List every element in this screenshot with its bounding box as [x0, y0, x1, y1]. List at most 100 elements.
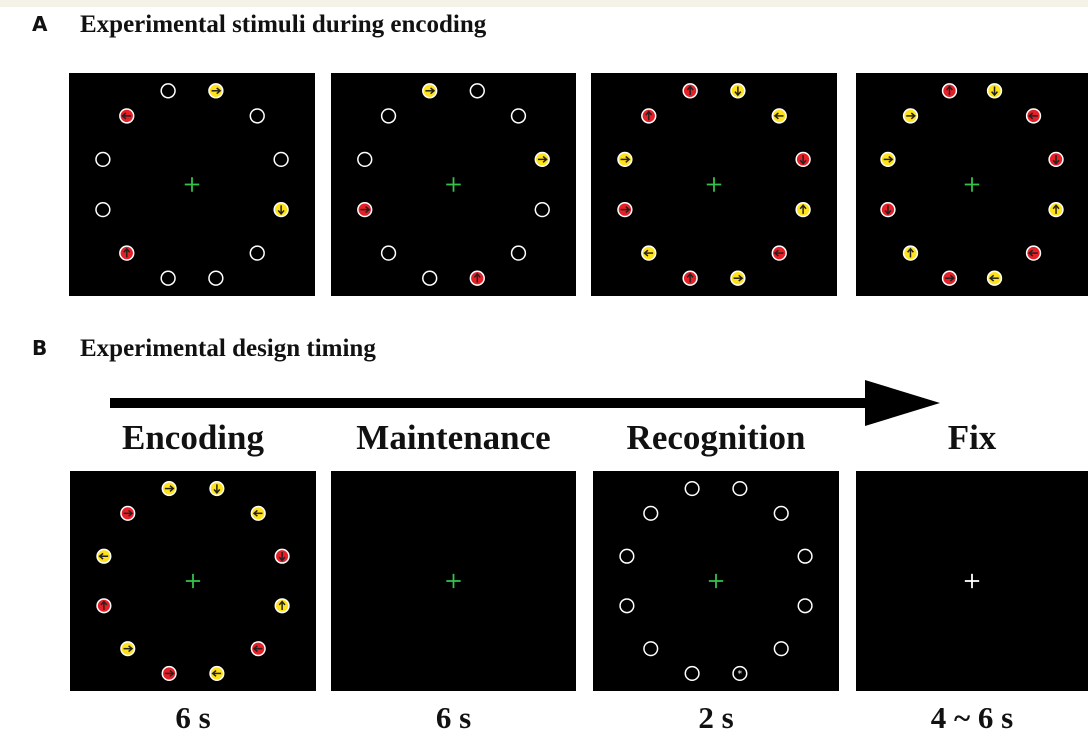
- empty-circle-icon: [510, 108, 527, 124]
- stage-recognition-label: Recognition: [626, 418, 806, 457]
- empty-circle-icon: [249, 245, 265, 261]
- panel-b-label: B: [32, 336, 48, 360]
- red-arrow-circle-icon: [96, 598, 112, 614]
- fix-duration: 4 ~ 6 s: [930, 700, 1014, 735]
- red-arrow-circle-icon: [682, 83, 698, 99]
- red-arrow-circle-icon: [357, 201, 373, 218]
- yellow-arrow-circle-icon: [209, 480, 225, 497]
- yellow-arrow-circle-icon: [902, 245, 919, 261]
- empty-circle-icon: [380, 108, 397, 124]
- probe-star-circle-icon: *: [732, 665, 748, 682]
- red-arrow-circle-icon: [250, 641, 266, 657]
- empty-circle-icon: [684, 665, 700, 682]
- empty-circle-icon: [773, 641, 789, 657]
- red-arrow-circle-icon: [641, 108, 657, 124]
- fixation-cross-icon: [708, 573, 724, 589]
- encoding-stimulus-frame-2: [331, 73, 576, 296]
- yellow-arrow-circle-icon: [902, 108, 919, 124]
- yellow-arrow-circle-icon: [273, 201, 289, 218]
- red-arrow-circle-icon: [941, 83, 958, 99]
- yellow-arrow-circle-icon: [986, 83, 1003, 99]
- fixation-cross-icon: [964, 177, 980, 192]
- yellow-arrow-circle-icon: [730, 270, 746, 286]
- top-strip: [0, 0, 1088, 7]
- empty-circle-icon: [773, 505, 789, 521]
- yellow-arrow-circle-icon: [161, 480, 177, 497]
- timeline-arrow-head: [865, 380, 940, 426]
- red-arrow-circle-icon: [1025, 245, 1042, 261]
- empty-circle-icon: [684, 480, 700, 497]
- encoding-duration: 6 s: [175, 700, 211, 735]
- yellow-arrow-circle-icon: [209, 665, 225, 682]
- svg-text:*: *: [738, 670, 743, 680]
- panel-b-title: Experimental design timing: [80, 335, 376, 362]
- fixation-cross-icon: [964, 573, 980, 589]
- empty-circle-icon: [534, 201, 550, 218]
- empty-circle-icon: [643, 641, 659, 657]
- empty-circle-icon: [797, 548, 813, 564]
- encoding-stimulus-frame-1: [69, 73, 315, 296]
- fixation-cross-icon: [446, 573, 461, 589]
- yellow-arrow-circle-icon: [534, 151, 550, 168]
- empty-circle-icon: [208, 270, 224, 286]
- empty-circle-icon: [357, 151, 373, 168]
- empty-circle-icon: [95, 201, 111, 218]
- empty-circle-icon: [95, 151, 111, 168]
- yellow-arrow-circle-icon: [274, 598, 290, 614]
- yellow-arrow-circle-icon: [96, 548, 112, 564]
- empty-circle-icon: [797, 598, 813, 614]
- timeline-arrow: [110, 380, 940, 426]
- red-arrow-circle-icon: [941, 270, 958, 286]
- yellow-arrow-circle-icon: [208, 83, 224, 99]
- stage-fix-label: Fix: [947, 418, 997, 457]
- red-arrow-circle-icon: [880, 201, 896, 218]
- empty-circle-icon: [510, 245, 527, 261]
- fixation-cross-icon: [706, 177, 722, 192]
- red-arrow-circle-icon: [1025, 108, 1042, 124]
- fixation-cross-icon: [446, 177, 461, 192]
- maintenance-frame: [331, 471, 576, 691]
- empty-circle-icon: [619, 598, 635, 614]
- red-arrow-circle-icon: [1048, 151, 1064, 168]
- red-arrow-circle-icon: [682, 270, 698, 286]
- recognition-frame: *: [593, 471, 839, 691]
- stage-encoding-label: Encoding: [122, 418, 264, 457]
- timeline-arrow-shaft: [110, 398, 870, 408]
- empty-circle-icon: [273, 151, 289, 168]
- red-arrow-circle-icon: [771, 245, 787, 261]
- red-arrow-circle-icon: [119, 108, 135, 124]
- red-arrow-circle-icon: [119, 245, 135, 261]
- empty-circle-icon: [380, 245, 397, 261]
- panel-a-label: A: [32, 12, 48, 36]
- yellow-arrow-circle-icon: [617, 151, 633, 168]
- stage-maintenance-label: Maintenance: [356, 418, 551, 457]
- yellow-arrow-circle-icon: [880, 151, 896, 168]
- red-arrow-circle-icon: [120, 505, 136, 521]
- empty-circle-icon: [160, 83, 176, 99]
- empty-circle-icon: [619, 548, 635, 564]
- encoding-stimulus-frame-4: [856, 73, 1088, 296]
- red-arrow-circle-icon: [469, 270, 485, 286]
- encoding-frame: [70, 471, 316, 691]
- yellow-arrow-circle-icon: [730, 83, 746, 99]
- panel-a-title: Experimental stimuli during encoding: [80, 11, 487, 38]
- empty-circle-icon: [249, 108, 265, 124]
- yellow-arrow-circle-icon: [1048, 201, 1064, 218]
- red-arrow-circle-icon: [617, 201, 633, 218]
- yellow-arrow-circle-icon: [120, 641, 136, 657]
- fixation-cross-icon: [184, 177, 200, 192]
- yellow-arrow-circle-icon: [986, 270, 1003, 286]
- empty-circle-icon: [732, 480, 748, 497]
- yellow-arrow-circle-icon: [795, 201, 811, 218]
- fixation-cross-icon: [185, 573, 201, 589]
- yellow-arrow-circle-icon: [771, 108, 787, 124]
- empty-circle-icon: [643, 505, 659, 521]
- empty-circle-icon: [422, 270, 438, 286]
- red-arrow-circle-icon: [795, 151, 811, 168]
- yellow-arrow-circle-icon: [250, 505, 266, 521]
- red-arrow-circle-icon: [161, 665, 177, 682]
- encoding-stimulus-frame-3: [591, 73, 837, 296]
- fixation-frame: [856, 471, 1088, 691]
- empty-circle-icon: [160, 270, 176, 286]
- maintenance-duration: 6 s: [435, 700, 472, 735]
